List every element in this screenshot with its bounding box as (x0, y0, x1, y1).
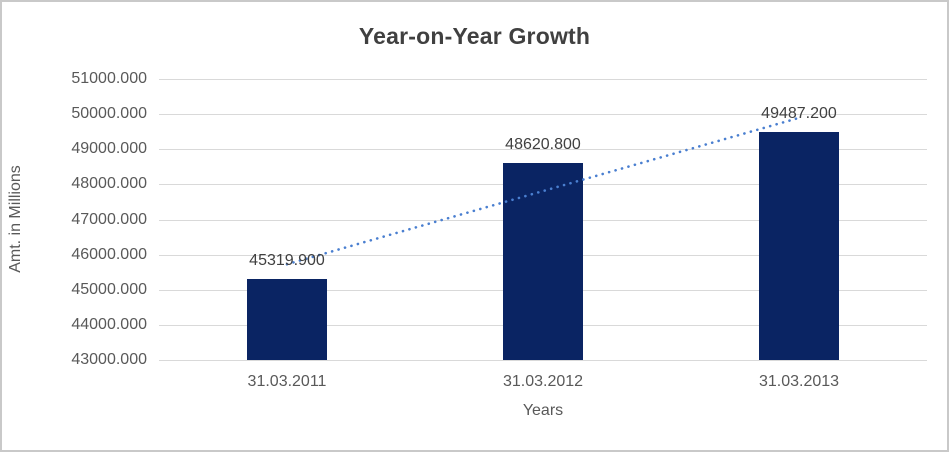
bar (503, 162, 583, 360)
y-axis-title: Amt. in Millions (7, 165, 24, 273)
y-tick-label: 43000.000 (71, 351, 147, 368)
plot-area: 45319.900 48620.800 49487.200 (159, 79, 927, 361)
y-tick-label: 48000.000 (71, 175, 147, 193)
x-axis-title: Years (522, 402, 564, 419)
data-label: 48620.800 (505, 135, 581, 153)
bar (759, 132, 839, 360)
x-tick-label: 31.03.2011 (247, 373, 327, 390)
y-tick-label: 51000.000 (71, 70, 147, 87)
gridline (159, 360, 927, 361)
chart-title: Year-on-Year Growth (358, 23, 591, 49)
x-tick-label: 31.03.2013 (758, 373, 840, 390)
gridline (159, 79, 927, 80)
x-tick-label: 31.03.2012 (502, 373, 584, 390)
y-tick-label: 47000.000 (71, 210, 147, 228)
y-tick-label: 46000.000 (71, 245, 147, 263)
gridline (159, 114, 927, 116)
gridline (159, 149, 927, 151)
data-label: 45319.900 (249, 251, 325, 269)
y-tick-label: 49000.000 (71, 140, 147, 158)
y-tick-label: 44000.000 (71, 315, 147, 333)
y-tick-label: 50000.000 (71, 105, 147, 123)
bar (247, 278, 327, 360)
data-label: 49487.200 (761, 105, 837, 123)
y-tick-label: 45000.000 (71, 280, 147, 298)
